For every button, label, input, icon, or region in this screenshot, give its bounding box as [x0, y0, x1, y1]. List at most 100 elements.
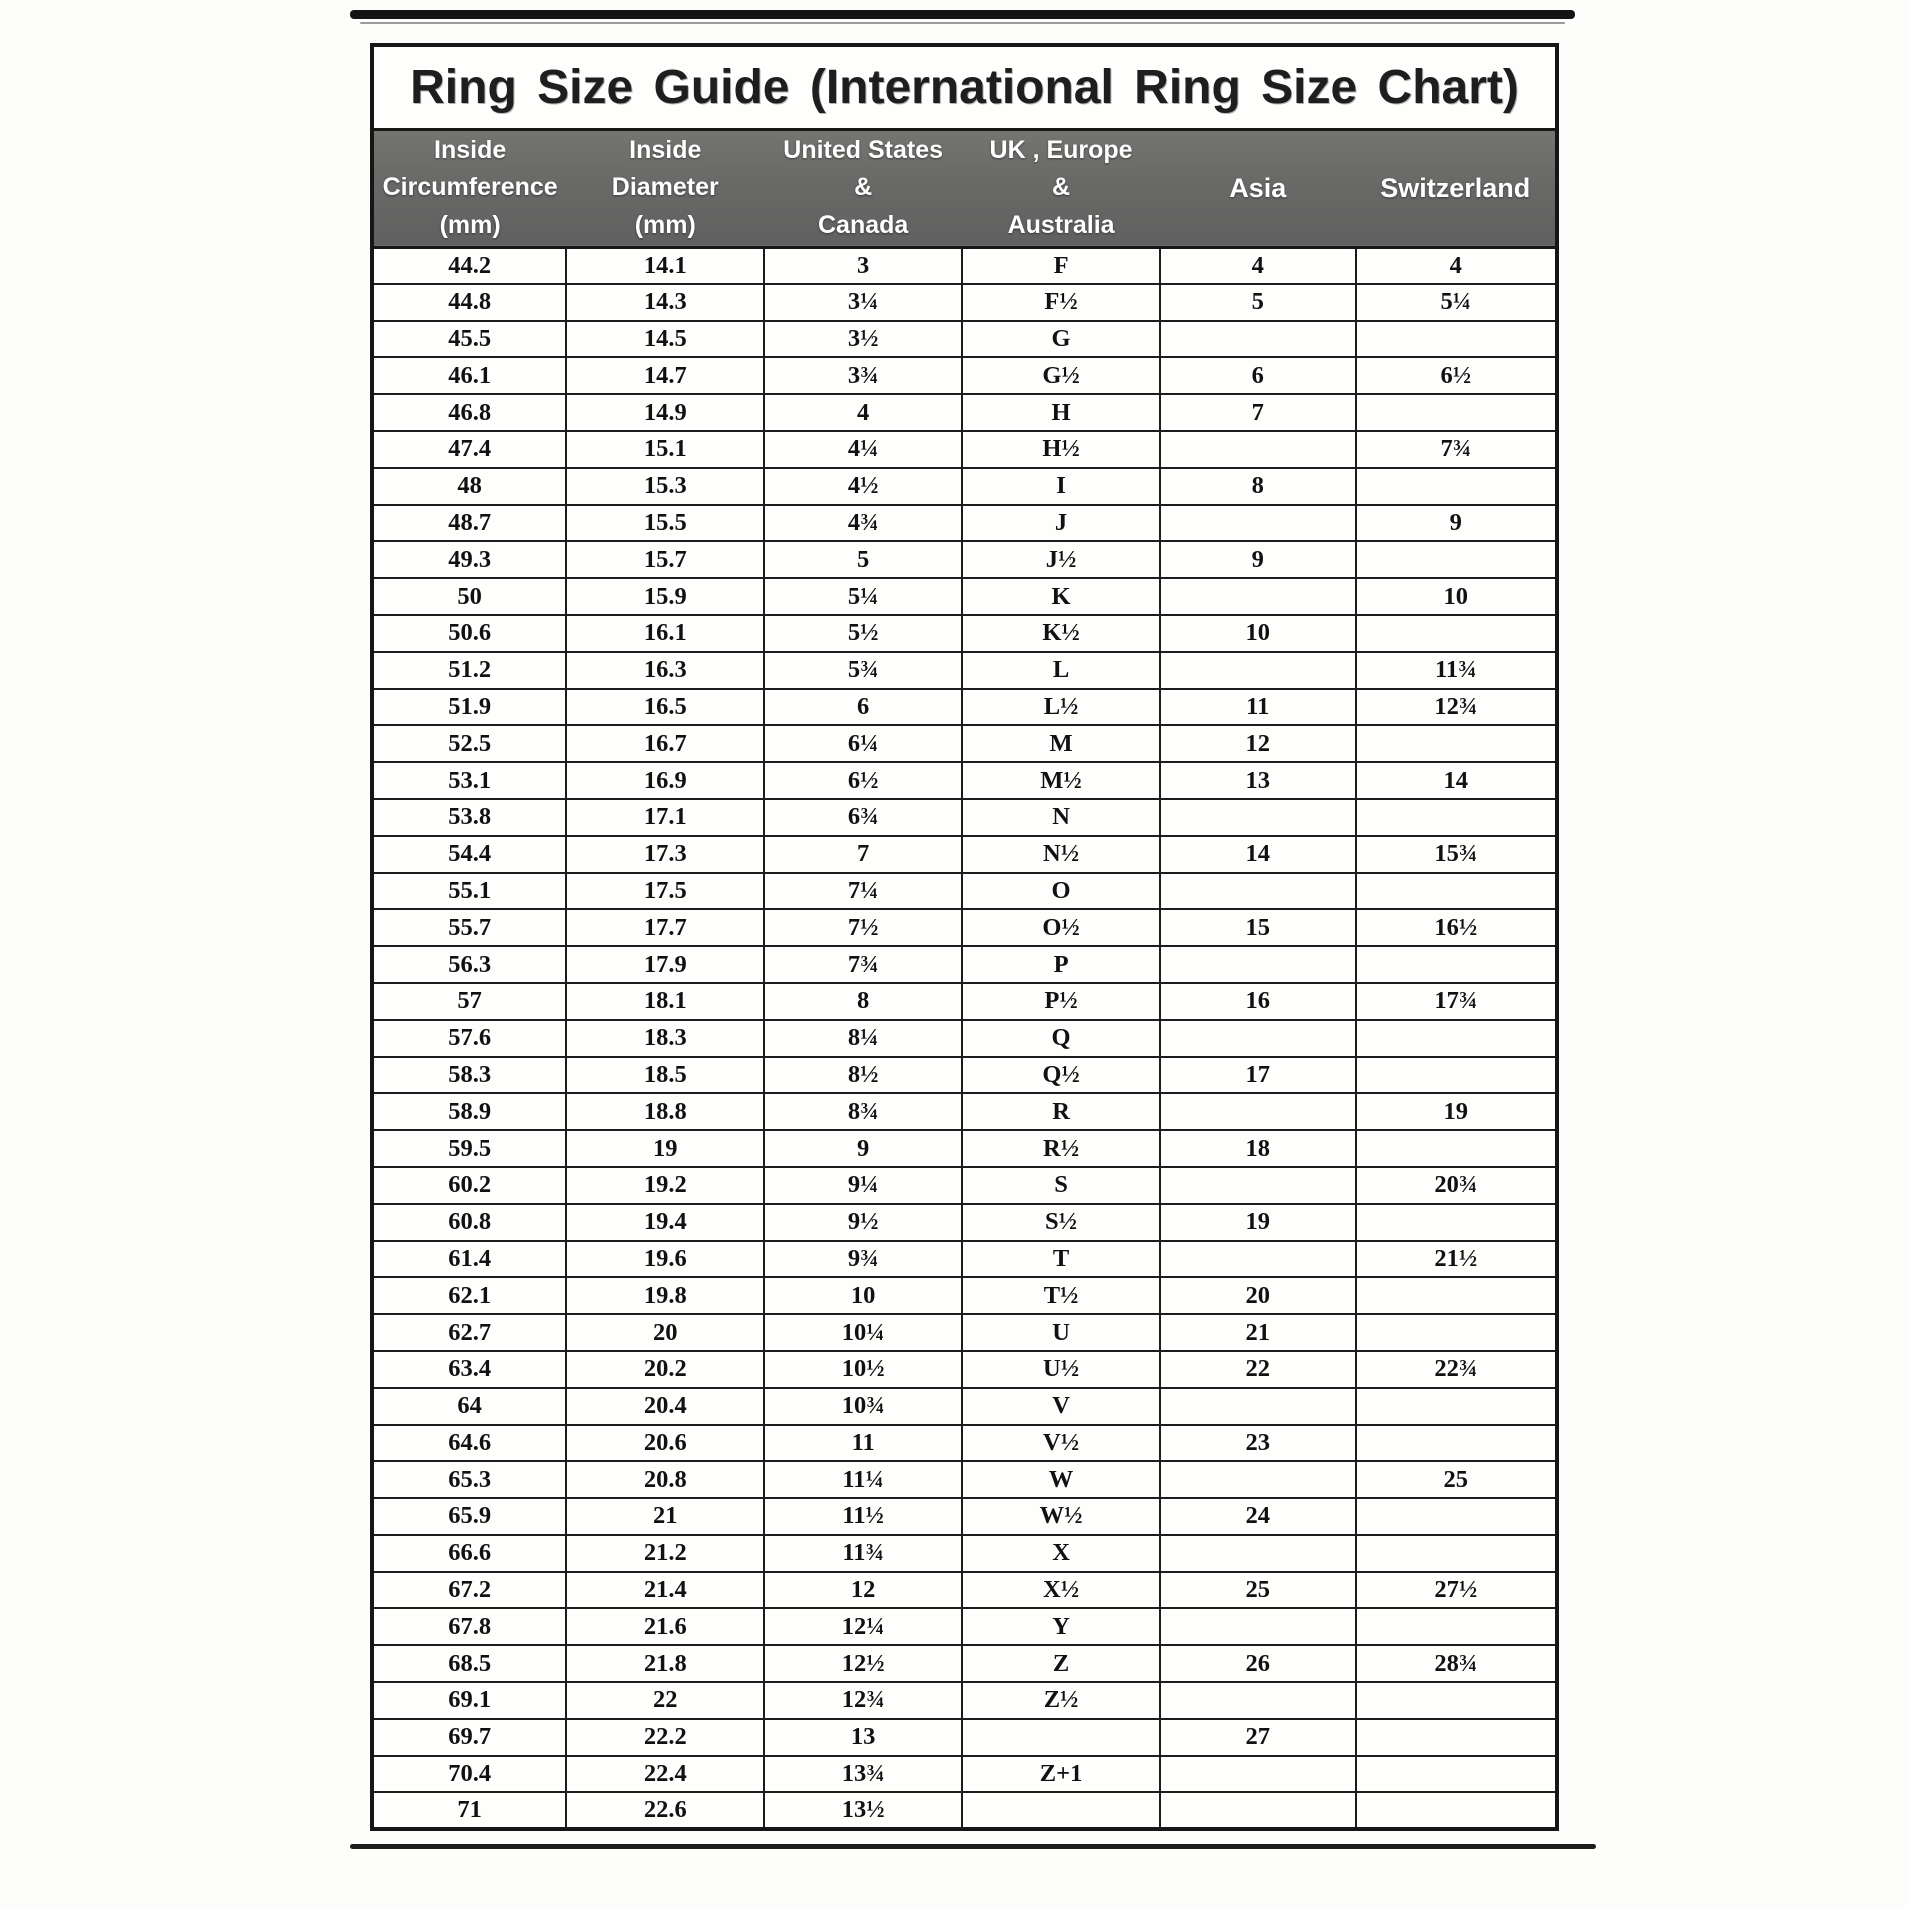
cell-uk-europe-australia: X½ — [961, 1570, 1161, 1610]
table-row: 44.8 14.3 3¼ F½ 5 5¼ — [370, 282, 1559, 322]
cell-us-canada: 10½ — [763, 1349, 964, 1389]
cell-inside-diameter-mm: 14.7 — [565, 356, 766, 396]
table-row: 68.5 21.8 12½ Z 26 28¾ — [370, 1644, 1559, 1684]
cell-uk-europe-australia: S — [961, 1165, 1161, 1205]
cell-inside-diameter-mm: 19.4 — [565, 1202, 766, 1242]
table-row: 67.2 21.4 12 X½ 25 27½ — [370, 1570, 1559, 1610]
col-header-asia: Asia — [1160, 129, 1356, 249]
table-row: 51.9 16.5 6 L½ 11 12¾ — [370, 687, 1559, 727]
cell-inside-diameter-mm: 15.5 — [565, 503, 766, 543]
cell-inside-diameter-mm: 14.1 — [565, 246, 766, 285]
cell-switzerland — [1354, 466, 1559, 506]
cell-us-canada: 13¾ — [763, 1754, 964, 1794]
cell-switzerland — [1354, 1018, 1559, 1058]
cell-inside-diameter-mm: 20.8 — [565, 1460, 766, 1500]
cell-uk-europe-australia: I — [961, 466, 1161, 506]
cell-us-canada: 11 — [763, 1423, 964, 1463]
cell-us-canada: 3½ — [763, 319, 964, 359]
cell-uk-europe-australia: H½ — [961, 429, 1161, 469]
cell-switzerland — [1354, 613, 1559, 653]
cell-inside-circumference-mm: 50.6 — [370, 613, 568, 653]
cell-inside-circumference-mm: 47.4 — [370, 429, 568, 469]
cell-us-canada: 7¼ — [763, 871, 964, 911]
cell-us-canada: 5¼ — [763, 577, 964, 616]
cell-inside-circumference-mm: 55.7 — [370, 908, 568, 948]
table-row: 56.3 17.9 7¾ P — [370, 945, 1559, 984]
cell-asia: 15 — [1159, 908, 1357, 948]
cell-asia: 19 — [1159, 1202, 1357, 1242]
cell-inside-circumference-mm: 58.9 — [370, 1092, 568, 1132]
table-row: 69.1 22 12¾ Z½ — [370, 1681, 1559, 1720]
cell-inside-diameter-mm: 20.2 — [565, 1349, 766, 1389]
cell-switzerland: 10 — [1354, 577, 1559, 616]
top-rule-echo-line — [360, 22, 1565, 24]
cell-inside-diameter-mm: 16.7 — [565, 724, 766, 764]
cell-inside-circumference-mm: 52.5 — [370, 724, 568, 764]
cell-switzerland: 16½ — [1354, 908, 1559, 948]
cell-inside-circumference-mm: 71 — [370, 1791, 568, 1831]
cell-inside-circumference-mm: 59.5 — [370, 1129, 568, 1168]
cell-inside-diameter-mm: 20.4 — [565, 1386, 766, 1426]
cell-inside-circumference-mm: 49.3 — [370, 540, 568, 580]
ring-size-chart: Ring Size Guide (International Ring Size… — [370, 43, 1559, 1832]
table-row: 71 22.6 13½ — [370, 1791, 1559, 1831]
cell-us-canada: 9¾ — [763, 1239, 964, 1279]
cell-inside-diameter-mm: 19 — [565, 1129, 766, 1168]
cell-switzerland — [1354, 1717, 1559, 1757]
cell-uk-europe-australia: N½ — [961, 834, 1161, 874]
cell-switzerland — [1354, 724, 1559, 764]
cell-inside-diameter-mm: 15.7 — [565, 540, 766, 580]
table-row: 70.4 22.4 13¾ Z+1 — [370, 1754, 1559, 1794]
cell-switzerland — [1354, 1497, 1559, 1536]
cell-inside-circumference-mm: 56.3 — [370, 945, 568, 984]
cell-inside-circumference-mm: 44.8 — [370, 282, 568, 322]
cell-uk-europe-australia — [961, 1717, 1161, 1757]
cell-asia: 18 — [1159, 1129, 1357, 1168]
cell-inside-circumference-mm: 67.2 — [370, 1570, 568, 1610]
cell-uk-europe-australia: J½ — [961, 540, 1161, 580]
cell-inside-circumference-mm: 44.2 — [370, 246, 568, 285]
cell-us-canada: 4 — [763, 393, 964, 432]
cell-inside-diameter-mm: 15.1 — [565, 429, 766, 469]
cell-switzerland — [1354, 1276, 1559, 1316]
cell-inside-circumference-mm: 64 — [370, 1386, 568, 1426]
cell-inside-circumference-mm: 60.8 — [370, 1202, 568, 1242]
cell-uk-europe-australia: S½ — [961, 1202, 1161, 1242]
cell-asia: 10 — [1159, 613, 1357, 653]
cell-uk-europe-australia: G½ — [961, 356, 1161, 396]
cell-asia: 24 — [1159, 1497, 1357, 1536]
col-header-inside-diameter: Inside Diameter (mm) — [566, 129, 765, 249]
table-row: 53.8 17.1 6¾ N — [370, 797, 1559, 837]
cell-asia: 25 — [1159, 1570, 1357, 1610]
table-row: 62.1 19.8 10 T½ 20 — [370, 1276, 1559, 1316]
cell-us-canada: 7¾ — [763, 945, 964, 984]
cell-inside-circumference-mm: 51.9 — [370, 687, 568, 727]
cell-switzerland: 21½ — [1354, 1239, 1559, 1279]
cell-inside-circumference-mm: 45.5 — [370, 319, 568, 359]
cell-inside-circumference-mm: 63.4 — [370, 1349, 568, 1389]
cell-inside-circumference-mm: 57 — [370, 981, 568, 1021]
cell-switzerland — [1354, 1423, 1559, 1463]
cell-switzerland — [1354, 393, 1559, 432]
cell-asia — [1159, 429, 1357, 469]
cell-switzerland: 12¾ — [1354, 687, 1559, 727]
cell-uk-europe-australia: Q½ — [961, 1055, 1161, 1095]
cell-inside-diameter-mm: 21.4 — [565, 1570, 766, 1610]
table-row: 61.4 19.6 9¾ T 21½ — [370, 1239, 1559, 1279]
cell-us-canada: 6 — [763, 687, 964, 727]
cell-asia: 5 — [1159, 282, 1357, 322]
table-row: 46.1 14.7 3¾ G½ 6 6½ — [370, 356, 1559, 396]
cell-asia — [1159, 1681, 1357, 1720]
cell-inside-diameter-mm: 19.2 — [565, 1165, 766, 1205]
cell-uk-europe-australia: Z+1 — [961, 1754, 1161, 1794]
cell-asia: 20 — [1159, 1276, 1357, 1316]
cell-us-canada: 11¼ — [763, 1460, 964, 1500]
table-row: 50 15.9 5¼ K 10 — [370, 577, 1559, 616]
cell-switzerland — [1354, 319, 1559, 359]
cell-asia — [1159, 503, 1357, 543]
cell-uk-europe-australia: L½ — [961, 687, 1161, 727]
cell-switzerland — [1354, 1791, 1559, 1831]
column-header-row: Inside Circumference (mm) Inside Diamete… — [372, 129, 1557, 249]
cell-us-canada: 6¼ — [763, 724, 964, 764]
